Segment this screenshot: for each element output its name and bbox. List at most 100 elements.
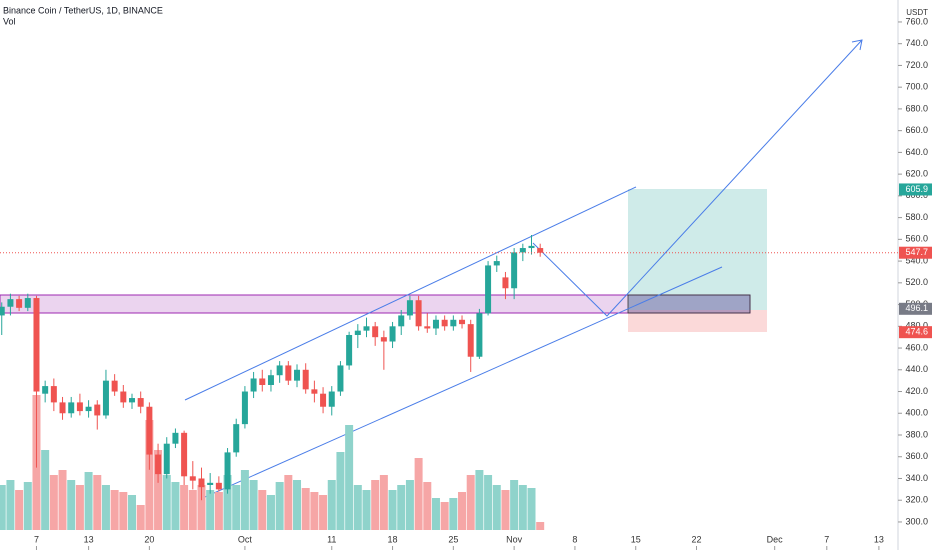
volume-bar — [128, 495, 137, 530]
volume-bar — [93, 475, 102, 530]
candle-body — [476, 313, 483, 357]
channel-top — [184, 186, 637, 401]
y-tick-label: 480.0 — [905, 321, 928, 331]
candle-body — [537, 248, 544, 253]
volume-bar — [249, 480, 258, 530]
candle-body — [155, 454, 162, 475]
volume-bar — [58, 470, 67, 530]
candle-body — [528, 245, 535, 249]
candle-body — [294, 369, 301, 381]
candle-body — [467, 324, 474, 357]
x-tick-label: 7 — [824, 534, 829, 544]
candle-body — [502, 277, 509, 289]
candle-body — [441, 319, 448, 327]
stop-zone — [628, 310, 767, 332]
volume-bar — [266, 495, 275, 530]
volume-bar — [214, 492, 223, 530]
volume-bar — [162, 475, 171, 530]
chart-title: Binance Coin / TetherUS, 1D, BINANCE — [3, 5, 163, 15]
candle-body — [415, 300, 422, 327]
candle-body — [146, 406, 153, 455]
volume-bar — [119, 492, 128, 530]
price-label: 496.1 — [905, 303, 928, 313]
x-tick-label: 15 — [631, 534, 641, 544]
volume-bar — [327, 480, 336, 530]
volume-bar — [310, 492, 319, 530]
candle-body — [7, 299, 14, 307]
candle-body — [137, 398, 144, 407]
candle-body — [424, 326, 431, 329]
volume-bar — [171, 482, 180, 530]
volume-bar — [49, 475, 58, 530]
candle-body — [302, 369, 309, 390]
candle-body — [311, 389, 318, 394]
volume-bar — [41, 450, 50, 530]
y-tick-label: 520.0 — [905, 277, 928, 287]
x-tick-label: 13 — [874, 534, 884, 544]
y-tick-label: 620.0 — [905, 169, 928, 179]
volume-bar — [414, 458, 423, 530]
x-tick-label: 8 — [572, 534, 577, 544]
volume-bar — [223, 475, 232, 530]
candle-body — [380, 337, 387, 342]
volume-bar — [67, 480, 76, 530]
y-tick-label: 440.0 — [905, 364, 928, 374]
volume-bar — [275, 482, 284, 530]
candle-body — [233, 424, 240, 453]
volume-bar — [145, 420, 154, 530]
volume-label: Vol — [3, 16, 16, 26]
candle-body — [94, 404, 101, 416]
x-tick-label: 7 — [34, 534, 39, 544]
candle-body — [320, 393, 327, 407]
candle-body — [459, 319, 466, 325]
x-tick-label: 25 — [448, 534, 458, 544]
volume-bar — [405, 480, 414, 530]
candle-body — [406, 300, 413, 316]
volume-bar — [293, 480, 302, 530]
y-tick-label: 760.0 — [905, 16, 928, 26]
price-label-box — [899, 302, 932, 315]
volume-bar — [284, 475, 293, 530]
price-label-box — [899, 326, 932, 339]
candle-body — [267, 375, 274, 385]
candle-body — [276, 365, 283, 376]
x-tick-label: Dec — [767, 534, 784, 544]
price-label-box — [899, 246, 932, 259]
y-tick-label: 360.0 — [905, 451, 928, 461]
candle-body — [68, 402, 75, 414]
volume-bar — [206, 490, 215, 530]
x-tick-label: Oct — [238, 534, 253, 544]
y-tick-label: 740.0 — [905, 38, 928, 48]
x-tick-label: 11 — [327, 534, 336, 544]
y-tick-label: 320.0 — [905, 495, 928, 505]
price-label-box — [899, 183, 932, 196]
y-tick-label: 680.0 — [905, 103, 928, 113]
projection-path — [532, 39, 863, 317]
candle-body — [354, 330, 361, 335]
volume-bar — [84, 472, 93, 530]
candle-body — [207, 482, 214, 485]
y-tick-label: 420.0 — [905, 386, 928, 396]
x-tick-label: Nov — [506, 534, 523, 544]
candle-body — [372, 326, 379, 338]
volume-bar — [101, 485, 110, 530]
volume-bar — [475, 470, 484, 530]
volume-bar — [301, 488, 310, 530]
y-tick-label: 340.0 — [905, 473, 928, 483]
candle-body — [163, 443, 170, 475]
volume-bar — [527, 488, 536, 530]
candle-body — [76, 402, 83, 412]
candle-body — [511, 252, 518, 289]
y-tick-label: 640.0 — [905, 147, 928, 157]
volume-bar — [510, 480, 519, 530]
price-label: 474.6 — [905, 327, 928, 337]
volume-bar — [484, 475, 493, 530]
plot — [0, 235, 545, 530]
y-tick-label: 580.0 — [905, 212, 928, 222]
y-tick-label: 380.0 — [905, 429, 928, 439]
y-tick-label: 560.0 — [905, 234, 928, 244]
volume-bar — [492, 485, 501, 530]
candle-body — [519, 248, 526, 253]
y-tick-label: 720.0 — [905, 60, 928, 70]
